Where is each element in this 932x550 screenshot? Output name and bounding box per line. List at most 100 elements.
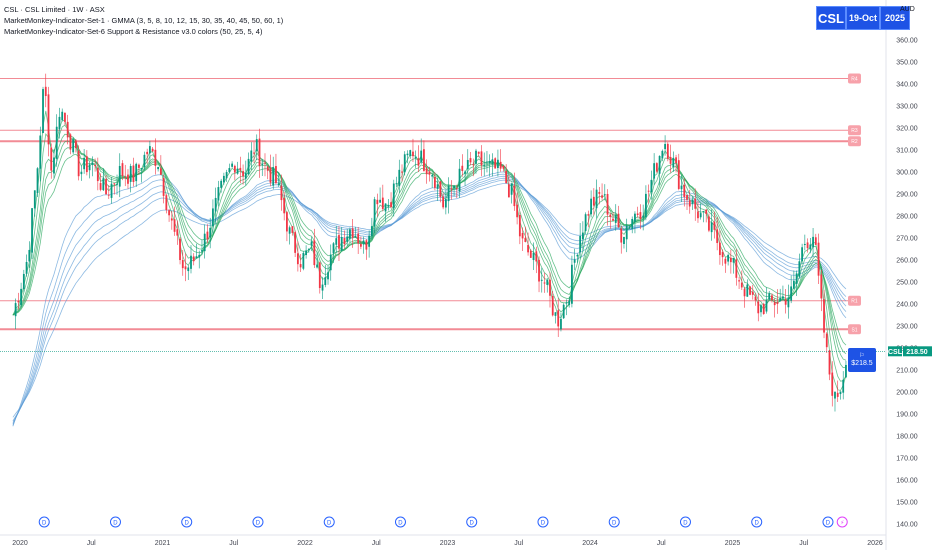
candle-body xyxy=(310,241,313,246)
candle-body xyxy=(124,176,127,178)
candle-body xyxy=(370,226,373,237)
candle-body xyxy=(812,236,814,248)
dividend-marker-label: D xyxy=(398,521,403,527)
candle-body xyxy=(486,161,488,163)
last-price-value-bg xyxy=(903,346,932,357)
candle-body xyxy=(275,166,277,184)
candle-body xyxy=(466,159,469,170)
candle-body xyxy=(99,183,102,190)
candle-body xyxy=(455,188,458,190)
candle-body xyxy=(327,272,329,280)
candle-body xyxy=(620,228,623,243)
candle-body xyxy=(168,210,170,216)
flag-icon: ⚐ xyxy=(859,353,865,359)
candle-body xyxy=(773,302,776,306)
candle-body xyxy=(61,111,64,121)
axis-currency[interactable]: AUD xyxy=(900,6,915,13)
candle-body xyxy=(540,279,543,281)
dividend-marker-icon xyxy=(181,516,193,528)
x-tick-label: Jul xyxy=(657,540,666,547)
candle-body xyxy=(83,157,86,170)
last-price-callout[interactable]: ⚐ $218.5 xyxy=(848,348,876,372)
candle-body xyxy=(655,163,658,172)
indicator-gmma-label[interactable]: MarketMonkey-Indicator-Set-1 · GMMA (3, … xyxy=(4,16,284,25)
candle-body xyxy=(842,379,845,393)
candle-body xyxy=(845,364,847,378)
candle-body xyxy=(675,157,677,164)
y-tick-label: 270.00 xyxy=(896,236,918,243)
level-label-bg xyxy=(848,136,861,147)
candle-body xyxy=(184,266,187,270)
candle-body xyxy=(132,165,135,182)
candle-body xyxy=(206,231,209,240)
dividend-marker-icon xyxy=(537,516,549,528)
candle-body xyxy=(225,172,228,179)
dividend-marker-icon xyxy=(109,516,121,528)
candle-body xyxy=(557,310,560,327)
dividend-marker-icon xyxy=(38,516,50,528)
candle-body xyxy=(768,293,771,300)
gmma-line-3 xyxy=(12,110,847,391)
last-price-symbol-bg xyxy=(888,346,902,357)
candle-body xyxy=(236,168,239,174)
candle-body xyxy=(173,219,176,232)
candle-body xyxy=(568,300,571,305)
candle-body xyxy=(606,193,609,215)
candle-body xyxy=(143,154,146,168)
candle-body xyxy=(491,159,494,165)
y-tick-label: 240.00 xyxy=(896,302,918,309)
candle-body xyxy=(565,302,568,304)
candle-body xyxy=(187,267,190,272)
candle-body xyxy=(801,247,804,262)
candle-body xyxy=(677,160,680,189)
candle-body xyxy=(36,168,39,193)
candle-body xyxy=(579,235,582,253)
candle-body xyxy=(198,254,201,258)
dividend-marker-label: D xyxy=(256,521,261,527)
y-tick-label: 160.00 xyxy=(896,478,918,485)
candle-body xyxy=(790,286,793,301)
candle-body xyxy=(617,213,620,228)
candle-body xyxy=(116,183,118,185)
x-tick-label: 2021 xyxy=(155,540,171,547)
candle-body xyxy=(601,195,603,198)
candle-body xyxy=(283,198,286,214)
candle-body xyxy=(129,166,132,182)
earnings-marker-icon xyxy=(836,516,848,528)
dividend-marker-icon xyxy=(394,516,406,528)
candle-body xyxy=(828,350,831,375)
candle-body xyxy=(392,183,395,209)
candle-body xyxy=(102,178,105,191)
candle-body xyxy=(66,121,69,138)
candle-body xyxy=(732,258,735,263)
candle-body xyxy=(809,244,812,250)
candle-body xyxy=(505,170,508,184)
x-tick-label: Jul xyxy=(372,540,381,547)
dividend-marker-icon xyxy=(822,516,834,528)
badge-year: 2025 xyxy=(880,6,910,30)
candle-body xyxy=(513,185,516,207)
candle-body xyxy=(406,153,409,156)
y-tick-label: 350.00 xyxy=(896,60,918,67)
candle-body xyxy=(107,194,110,196)
indicator-sr-label[interactable]: MarketMonkey-Indicator-Set-6 Support & R… xyxy=(4,27,263,36)
candle-body xyxy=(261,164,264,166)
candle-body xyxy=(784,299,787,305)
candle-body xyxy=(209,227,212,238)
dividend-marker-icon xyxy=(608,516,620,528)
candle-body xyxy=(571,264,573,304)
candle-body xyxy=(584,214,587,231)
candle-body xyxy=(839,391,842,395)
candle-body xyxy=(628,226,631,228)
candle-body xyxy=(806,242,809,249)
candle-body xyxy=(414,156,417,159)
candle-body xyxy=(302,252,305,269)
candle-body xyxy=(590,198,592,215)
candle-body xyxy=(447,185,450,202)
candle-body xyxy=(220,180,223,188)
candle-body xyxy=(779,298,782,302)
candle-body xyxy=(159,168,162,175)
candle-body xyxy=(724,258,727,264)
candle-body xyxy=(562,304,565,319)
